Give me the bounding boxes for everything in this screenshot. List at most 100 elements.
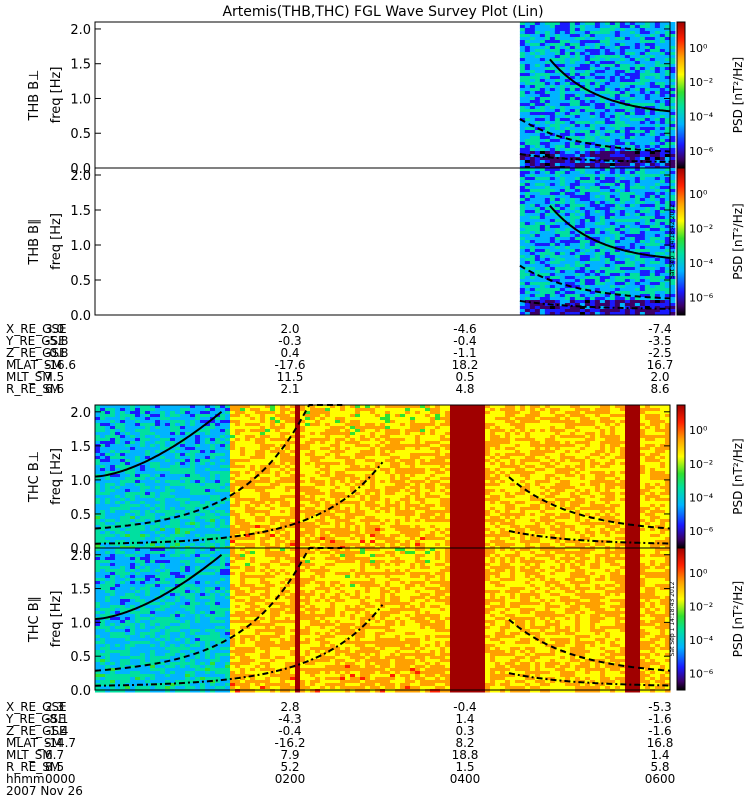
heatmap-cell [579,52,586,56]
heatmap-cell [584,249,591,253]
heatmap-cell [554,192,561,196]
heatmap-cell [579,312,586,316]
heatmap-cell [140,501,146,505]
heatmap-cell [140,420,146,424]
heatmap-cell [255,477,261,481]
heatmap-cell [250,522,256,526]
heatmap-cell [95,522,101,526]
heatmap-cell [614,273,621,277]
heatmap-cell [130,507,136,511]
heatmap-cell [574,276,581,280]
heatmap-cell [290,411,296,415]
heatmap-cell [270,414,276,418]
heatmap-cell [634,151,641,155]
heatmap-cell [594,177,601,181]
heatmap-cell [200,447,206,451]
heatmap-cell [624,151,631,155]
heatmap-cell [135,429,141,433]
heatmap-cell [539,309,546,313]
heatmap-cell [200,438,206,442]
heatmap-cell [205,477,211,481]
heatmap-cell [604,46,611,50]
heatmap-cell [220,450,226,454]
heatmap-cell [654,312,661,316]
heatmap-cell [145,432,151,436]
heatmap-cell [170,498,176,502]
heatmap-cell [529,312,536,316]
heatmap-cell [654,61,661,65]
heatmap-cell [190,543,196,547]
heatmap-cell [225,486,231,490]
heatmap-cell [599,151,606,155]
heatmap-cell [235,456,241,460]
heatmap-cell [599,186,606,190]
heatmap-cell [664,306,671,310]
heatmap-cell [205,540,211,544]
heatmap-cell [619,273,626,277]
heatmap-cell [230,471,236,475]
heatmap-cell [639,91,646,95]
heatmap-cell [629,97,636,101]
heatmap-cell [609,258,616,262]
heatmap-cell [205,432,211,436]
heatmap-cell [649,186,656,190]
heatmap-cell [564,31,571,35]
heatmap-cell [639,273,646,277]
heatmap-cell [544,52,551,56]
heatmap-cell [619,163,626,167]
heatmap-cell [559,168,566,172]
heatmap-cell [594,300,601,304]
heatmap-cell [669,121,676,125]
heatmap-cell [589,228,596,232]
heatmap-cell [554,252,561,256]
heatmap-cell [654,127,661,131]
heatmap-cell [559,73,566,77]
heatmap-cell [524,255,531,259]
heatmap-cell [614,216,621,220]
heatmap-cell [130,495,136,499]
heatmap-cell [265,495,271,499]
heatmap-cell [599,279,606,283]
heatmap-cell [634,64,641,68]
heatmap-cell [235,459,241,463]
heatmap-cell [659,49,666,53]
heatmap-cell [175,417,181,421]
heatmap-cell [574,225,581,229]
heatmap-cell [130,429,136,433]
heatmap-cell [564,163,571,167]
heatmap-cell [524,189,531,193]
heatmap-cell [235,477,241,481]
heatmap-cell [619,121,626,125]
heatmap-cell [664,309,671,313]
heatmap-cell [664,55,671,59]
heatmap-cell [664,264,671,268]
heatmap-cell [619,285,626,289]
heatmap-cell [659,222,666,226]
heatmap-cell [215,498,221,502]
heatmap-cell [120,429,126,433]
heatmap-cell [584,151,591,155]
heatmap-cell [210,474,216,478]
heatmap-cell [529,183,536,187]
heatmap-cell [569,115,576,119]
heatmap-cell [534,163,541,167]
heatmap-cell [579,267,586,271]
heatmap-cell [549,261,556,265]
heatmap-cell [634,157,641,161]
heatmap-cell [574,186,581,190]
heatmap-cell [280,492,286,496]
heatmap-cell [584,279,591,283]
heatmap-cell [574,163,581,167]
heatmap-cell [180,444,186,448]
heatmap-cell [529,219,536,223]
heatmap-cell [589,79,596,83]
heatmap-cell [659,180,666,184]
heatmap-cell [564,228,571,232]
heatmap-cell [280,405,286,409]
heatmap-cell [529,246,536,250]
heatmap-cell [669,43,676,47]
heatmap-cell [155,504,161,508]
heatmap-cell [290,423,296,427]
heatmap-cell [95,429,101,433]
heatmap-cell [559,246,566,250]
